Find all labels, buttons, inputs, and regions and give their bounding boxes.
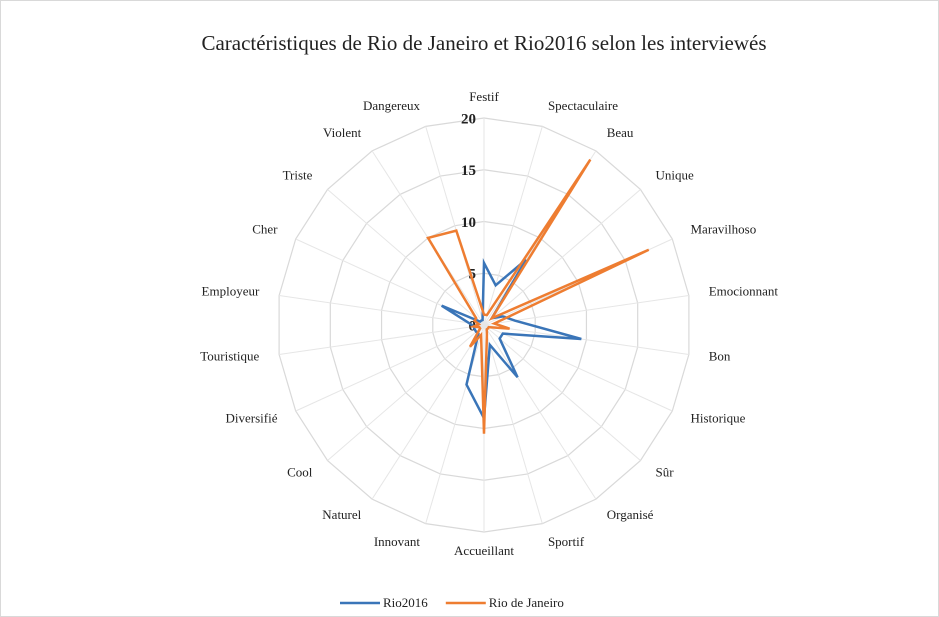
- category-label: Violent: [323, 125, 362, 140]
- category-label: Dangereux: [363, 98, 421, 113]
- spoke: [371, 324, 485, 500]
- spoke: [483, 324, 689, 355]
- category-label: Innovant: [374, 534, 421, 549]
- spoke: [425, 324, 485, 524]
- spoke: [483, 324, 673, 412]
- legend-label: Rio de Janeiro: [489, 595, 564, 610]
- category-label: Festif: [469, 89, 499, 104]
- category-label: Touristique: [200, 348, 259, 363]
- category-label: Sportif: [548, 534, 585, 549]
- category-label: Triste: [283, 167, 313, 182]
- spoke: [483, 324, 543, 524]
- spoke: [483, 126, 543, 326]
- spoke: [279, 324, 485, 355]
- category-label: Beau: [607, 125, 634, 140]
- category-label: Organisé: [607, 507, 654, 522]
- category-label: Bon: [709, 348, 731, 363]
- spoke: [295, 324, 485, 412]
- category-label: Spectaculaire: [548, 98, 618, 113]
- spoke: [279, 295, 485, 326]
- spoke: [483, 189, 641, 326]
- category-label: Employeur: [202, 284, 260, 299]
- category-label: Sûr: [656, 465, 675, 480]
- spoke: [483, 324, 597, 500]
- r-tick-label: 5: [469, 267, 477, 283]
- r-tick-label: 15: [461, 163, 476, 179]
- category-label: Cool: [287, 465, 313, 480]
- category-label: Accueillant: [454, 543, 514, 558]
- category-label: Emocionnant: [709, 284, 779, 299]
- chart-title: Caractéristiques de Rio de Janeiro et Ri…: [201, 31, 766, 55]
- category-label: Cher: [252, 222, 278, 237]
- spoke: [327, 324, 485, 461]
- spoke: [483, 324, 641, 461]
- category-label: Diversifié: [226, 410, 278, 425]
- category-label: Naturel: [322, 507, 361, 522]
- category-label: Unique: [656, 167, 695, 182]
- category-label: Maravilhoso: [690, 222, 756, 237]
- r-tick-label: 20: [461, 111, 476, 127]
- r-tick-label: 10: [461, 215, 476, 231]
- spoke: [327, 189, 485, 326]
- spoke: [425, 126, 485, 326]
- series-line: [426, 158, 650, 434]
- category-label: Historique: [690, 410, 745, 425]
- spoke: [483, 295, 689, 326]
- legend-label: Rio2016: [383, 595, 428, 610]
